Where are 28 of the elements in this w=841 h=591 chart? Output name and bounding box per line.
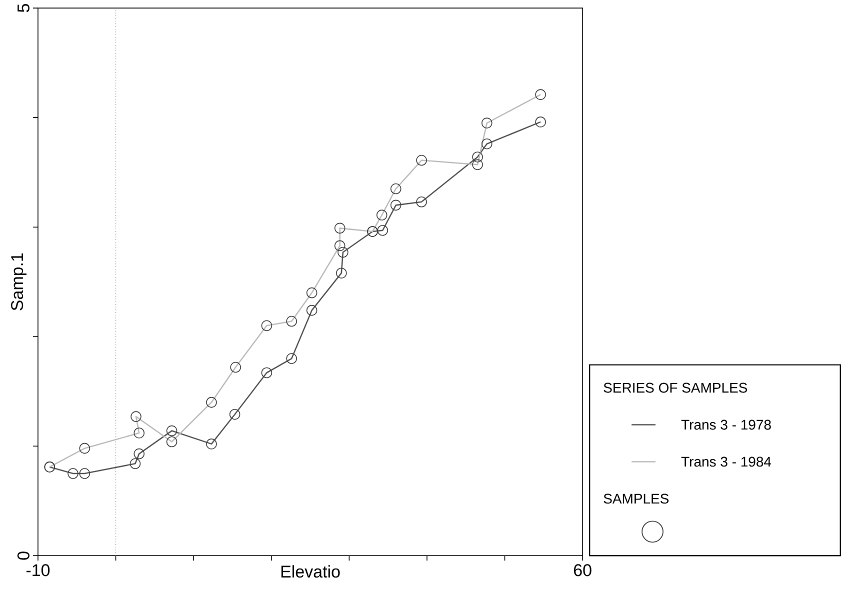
point bbox=[416, 196, 427, 208]
point bbox=[166, 426, 178, 436]
point bbox=[336, 268, 347, 279]
legend-title: SERIES OF SAMPLES bbox=[604, 382, 748, 393]
point bbox=[472, 152, 483, 163]
point bbox=[535, 116, 546, 128]
point bbox=[206, 438, 217, 450]
point bbox=[229, 409, 240, 420]
point bbox=[338, 247, 348, 258]
point bbox=[481, 138, 492, 150]
legend-label: Trans 3 - 1984 bbox=[681, 456, 772, 467]
y-tick-label: 0 bbox=[17, 552, 30, 560]
point bbox=[79, 468, 90, 480]
text: SAMPLES bbox=[604, 494, 669, 504]
y-axis-title: Samp.1 bbox=[11, 254, 26, 311]
point bbox=[261, 368, 272, 378]
y-tick-label: 5 bbox=[18, 4, 30, 12]
point bbox=[306, 305, 318, 316]
point bbox=[390, 200, 402, 211]
point bbox=[68, 468, 78, 480]
point bbox=[130, 458, 141, 470]
point bbox=[134, 448, 145, 460]
legend-label: Trans 3 - 1978 bbox=[681, 420, 771, 430]
point bbox=[377, 225, 388, 236]
x-tick-label: 60 bbox=[574, 564, 592, 576]
point bbox=[286, 353, 298, 364]
x-tick-label: -10 bbox=[26, 564, 50, 576]
x-axis-title: Elevatio bbox=[281, 565, 340, 578]
